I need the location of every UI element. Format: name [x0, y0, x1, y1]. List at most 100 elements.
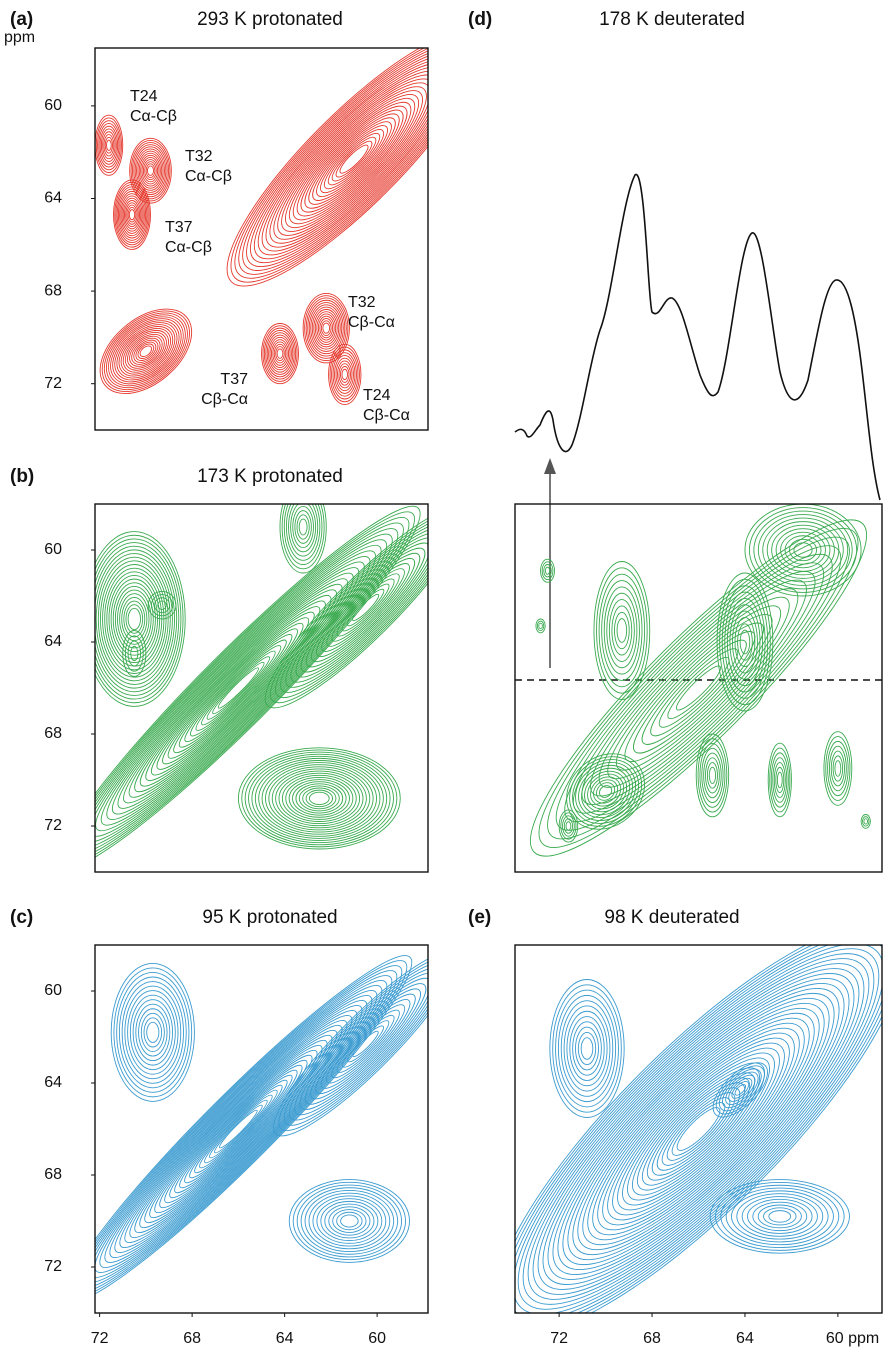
contour-level — [712, 1062, 768, 1118]
contour-level — [140, 154, 161, 187]
contour-level — [100, 560, 169, 678]
contour-level — [633, 622, 764, 754]
contour-level — [593, 561, 651, 700]
contour-level — [251, 755, 388, 841]
contour-level — [135, 341, 157, 361]
contour-level — [97, 556, 171, 682]
contour-level — [173, 622, 304, 754]
contour-level — [572, 1021, 602, 1076]
contour-level — [95, 534, 184, 704]
contour-level — [327, 132, 381, 186]
contour-level — [116, 324, 176, 379]
contour-level — [100, 128, 117, 162]
peak-annotation: T32 — [185, 148, 213, 165]
contour-level — [167, 617, 310, 759]
contour-level — [328, 1206, 371, 1236]
contour-level — [103, 134, 115, 157]
contour-level — [102, 131, 116, 160]
contour-level — [288, 967, 428, 1121]
contour-level — [590, 776, 622, 807]
contour-level — [95, 511, 415, 865]
contour-level — [544, 566, 551, 575]
contour-level — [341, 368, 348, 381]
contour-level — [757, 1204, 802, 1229]
contour-level — [280, 522, 428, 693]
contour-level — [572, 759, 640, 824]
x-tick-label: 72 — [550, 1330, 568, 1347]
y-tick-label: 64 — [44, 190, 62, 207]
contour-level — [543, 564, 552, 578]
contour-level — [715, 1181, 845, 1251]
contour-level — [770, 752, 789, 808]
contour-level — [127, 206, 137, 223]
panel-label: (c) — [10, 907, 33, 928]
contour-level — [268, 766, 371, 831]
contour-level — [273, 343, 287, 364]
contour-level — [242, 48, 428, 271]
contour-level — [248, 753, 391, 844]
contours — [95, 951, 428, 1303]
contour-level — [294, 972, 428, 1116]
contour-level — [111, 561, 365, 815]
contour-level — [99, 990, 378, 1268]
contour-level — [295, 783, 344, 814]
contour-level — [109, 1000, 368, 1258]
contour-level — [292, 97, 416, 221]
contour-level — [552, 984, 622, 1113]
contour-level — [575, 762, 637, 821]
contour-level — [737, 623, 753, 661]
contour-level — [189, 639, 287, 737]
contour-level — [311, 306, 341, 350]
contour-level — [145, 594, 332, 782]
contour-level — [656, 1087, 741, 1171]
contour-level — [308, 1192, 391, 1250]
contour-level — [124, 331, 167, 371]
contour-level — [719, 578, 771, 706]
contour-level — [341, 1020, 390, 1068]
contour-level — [615, 605, 782, 771]
contour-level — [154, 1044, 323, 1214]
spectrum-slice — [514, 174, 881, 501]
contour-level — [310, 304, 343, 352]
contour-level — [266, 332, 294, 375]
contour-level — [566, 753, 645, 830]
contour-level — [290, 532, 428, 683]
contour-level — [295, 537, 428, 678]
contour-level — [552, 983, 845, 1275]
contour-level — [122, 329, 169, 373]
contour-level — [705, 757, 720, 794]
contour-level — [718, 1068, 762, 1112]
contour-level — [581, 767, 631, 816]
contour-level — [307, 299, 346, 357]
contour-level — [331, 136, 377, 182]
contour-level — [335, 357, 354, 392]
contour-level — [199, 1089, 278, 1169]
contour-level — [237, 747, 401, 850]
contour-level — [575, 1026, 599, 1071]
contour-level — [566, 1010, 608, 1087]
contour-level — [316, 313, 337, 343]
contour-level — [150, 600, 326, 776]
contour-level — [156, 606, 321, 770]
y-tick-label: 72 — [44, 375, 62, 392]
contour-level — [676, 665, 721, 711]
contour-level — [95, 544, 382, 832]
y-tick-label: 60 — [44, 982, 62, 999]
contour-level — [538, 528, 859, 848]
contour-level — [128, 209, 136, 221]
contour-level — [699, 743, 726, 808]
contour-level — [154, 597, 171, 614]
contour-level — [265, 329, 295, 378]
contour-level — [285, 90, 423, 229]
peak-annotation: Cα-Cβ — [165, 239, 212, 256]
contour-level — [99, 308, 193, 394]
contour-level — [587, 773, 625, 810]
contour-level — [95, 117, 122, 174]
contour-level — [320, 320, 332, 336]
contour-level — [174, 1064, 303, 1194]
contour-level — [766, 521, 840, 579]
contour-level — [592, 1022, 805, 1236]
contour-level — [97, 120, 121, 171]
contour-level — [162, 611, 315, 765]
contour-level — [789, 538, 818, 562]
